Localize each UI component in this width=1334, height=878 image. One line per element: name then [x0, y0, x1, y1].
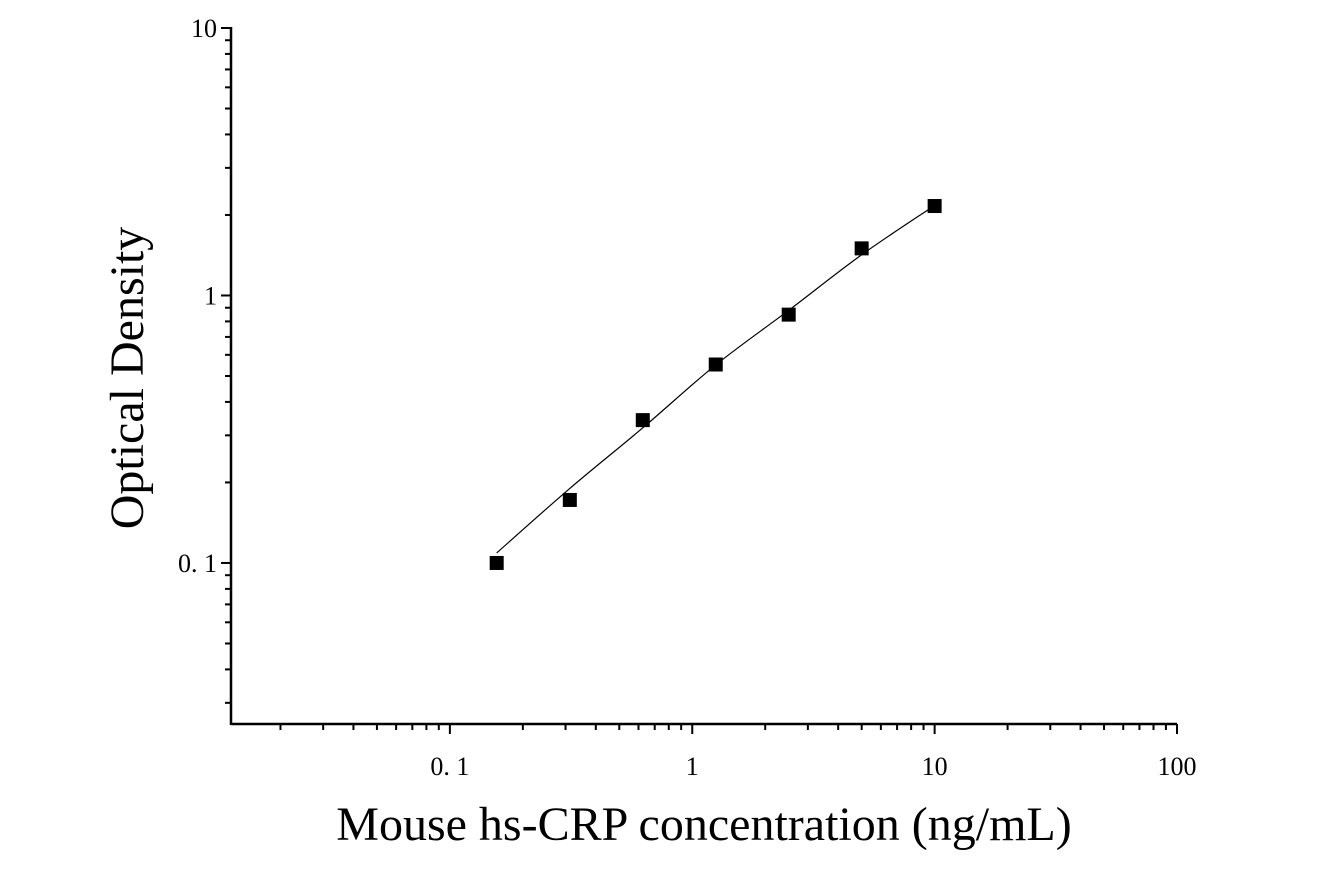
data-point [562, 492, 577, 507]
x-tick-label: 1 [686, 752, 699, 781]
y-tick-label: 10 [191, 14, 217, 43]
x-tick-label: 100 [1158, 752, 1197, 781]
x-axis-title: Mouse hs-CRP concentration (ng/mL) [336, 798, 1071, 851]
data-point [781, 307, 796, 322]
x-tick-label: 0. 1 [430, 752, 469, 781]
y-axis-title: Optical Density [101, 227, 154, 530]
data-point [635, 413, 650, 428]
y-tick-label: 0. 1 [178, 549, 217, 578]
fit-curve-group [496, 204, 935, 554]
data-point [854, 241, 869, 256]
y-tick-label: 1 [204, 281, 217, 310]
data-points-group [489, 199, 942, 570]
data-point [927, 199, 942, 214]
axes: 0. 1 1 10 100 0. 1 1 10 [178, 14, 1197, 781]
data-point [489, 555, 504, 570]
fit-curve [496, 204, 935, 554]
x-tick-label: 10 [922, 752, 948, 781]
data-point [708, 357, 723, 372]
